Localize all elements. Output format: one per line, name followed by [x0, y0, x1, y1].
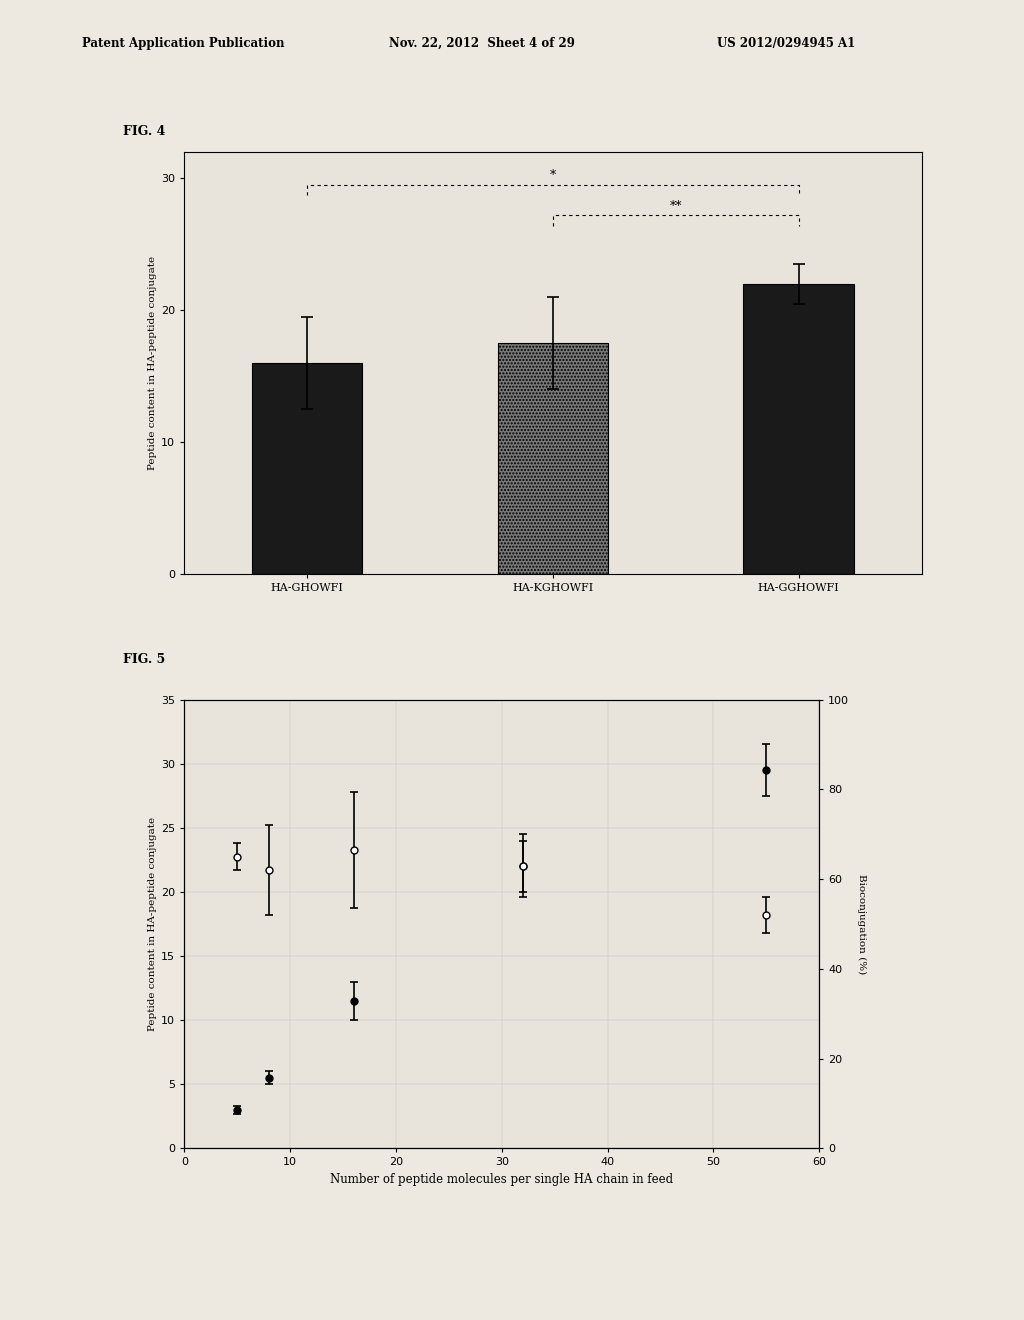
Text: Patent Application Publication: Patent Application Publication: [82, 37, 285, 50]
Y-axis label: Bioconjugation (%): Bioconjugation (%): [857, 874, 866, 974]
Bar: [252, 363, 362, 574]
Bar: [498, 343, 608, 574]
X-axis label: Number of peptide molecules per single HA chain in feed: Number of peptide molecules per single H…: [330, 1173, 674, 1185]
Text: FIG. 4: FIG. 4: [123, 125, 165, 139]
Text: *: *: [550, 169, 556, 182]
Y-axis label: Peptide content in HA-peptide conjugate: Peptide content in HA-peptide conjugate: [148, 817, 157, 1031]
Bar: [743, 284, 854, 574]
Text: Nov. 22, 2012  Sheet 4 of 29: Nov. 22, 2012 Sheet 4 of 29: [389, 37, 575, 50]
Text: FIG. 5: FIG. 5: [123, 653, 165, 667]
Y-axis label: Peptide content in HA-peptide conjugate: Peptide content in HA-peptide conjugate: [148, 256, 157, 470]
Text: US 2012/0294945 A1: US 2012/0294945 A1: [717, 37, 855, 50]
Text: **: **: [670, 199, 682, 213]
